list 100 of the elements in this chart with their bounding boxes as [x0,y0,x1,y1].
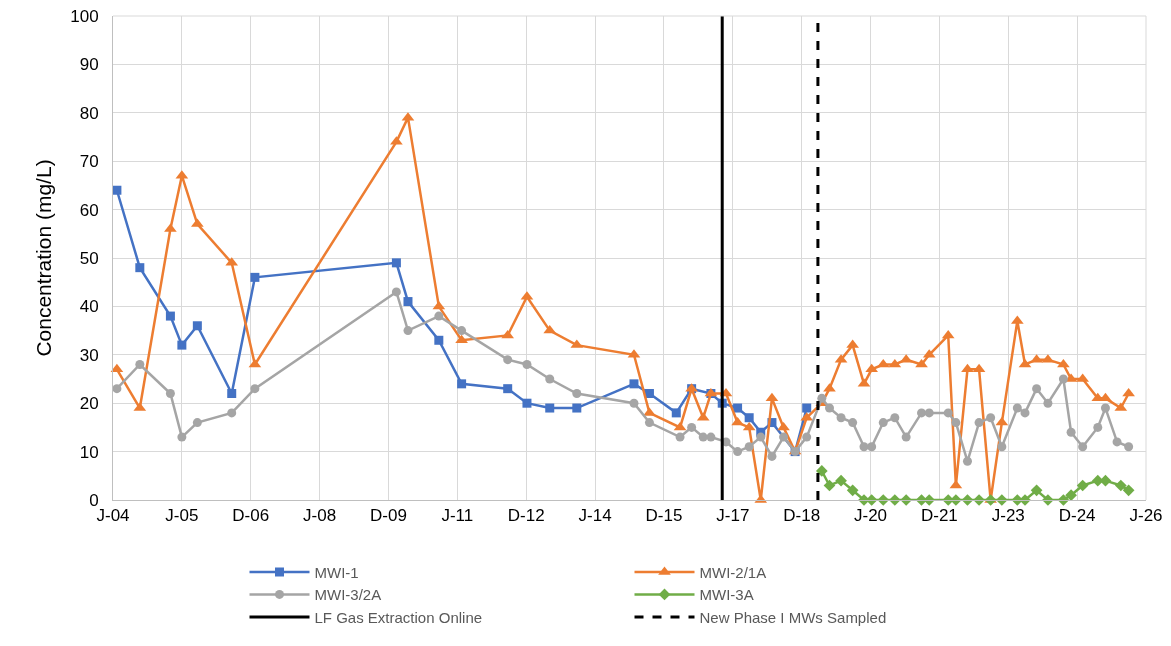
point [1057,494,1070,506]
point [1114,479,1127,492]
point [742,421,756,431]
point [941,329,955,339]
point [974,418,984,428]
point [545,403,555,413]
point [391,287,401,297]
point [867,442,877,452]
point [248,358,262,368]
point [733,403,743,413]
y-tick-label: 70 [79,152,99,172]
point [135,263,145,273]
point [951,418,961,428]
point [227,389,237,399]
point [687,422,697,432]
x-tick-label: J-11 [441,506,474,526]
x-tick-label: J-04 [96,506,130,526]
point [675,432,685,442]
legend-label: MWI-2/1A [699,563,767,581]
x-tick-label: D-21 [920,506,958,526]
point [1032,384,1042,394]
point [434,311,444,321]
x-tick-label: J-23 [991,506,1025,526]
x-tick-label: J-17 [716,506,750,526]
point [227,408,237,418]
point [455,334,468,344]
y-tick-label: 0 [89,490,99,510]
point [1112,437,1122,447]
point [165,311,175,321]
point [572,389,582,399]
y-tick-label: 100 [70,6,99,26]
legend-label: New Phase I MWs Sampled [699,608,887,626]
point [943,408,953,418]
point [572,403,582,413]
point [545,374,555,384]
point [888,358,902,368]
point [1020,408,1030,418]
point [876,358,890,368]
point [706,432,716,442]
point [1066,427,1076,437]
point [250,272,260,282]
x-tick-label: J-08 [303,506,337,526]
point [1057,358,1070,368]
x-tick-label: D-09 [370,506,407,526]
point [817,393,827,403]
x-tick-label: D-12 [507,506,545,526]
point [250,384,260,394]
point [835,474,847,487]
point [779,432,789,442]
point [1018,358,1032,368]
point [996,494,1008,506]
x-tick-label: D-24 [1058,506,1096,526]
point [503,355,513,365]
y-tick-label: 20 [79,394,99,414]
point [673,421,687,431]
legend-label: LF Gas Extraction Online [314,608,483,626]
point [836,413,846,423]
point [962,456,972,466]
y-tick-label: 90 [79,55,99,75]
point [824,403,834,413]
point [1093,422,1103,432]
legend-label: MWI-3A [699,586,754,604]
point [1078,442,1088,452]
point [644,389,654,399]
point [192,418,202,428]
point [767,451,777,461]
point [192,321,202,331]
point [997,442,1007,452]
y-tick-label: 10 [79,442,99,462]
point [1124,442,1134,452]
point [744,413,754,423]
x-tick-label: D-18 [783,506,821,526]
point [961,363,974,373]
point [915,358,928,368]
point [503,384,513,394]
point [815,465,828,477]
x-tick-label: D-06 [232,506,270,526]
point [890,413,900,423]
y-axis-title: Concentration (mg/L) [32,159,56,357]
point [135,359,145,369]
x-tick-label: D-15 [645,506,683,526]
point [733,447,743,457]
point [949,479,963,489]
point [1076,479,1089,492]
point [110,363,124,373]
point [878,418,888,428]
point [901,432,911,442]
point [986,413,996,423]
point [802,403,812,413]
point [434,335,444,345]
y-tick-label: 60 [79,200,99,220]
point [924,408,934,418]
point [1058,374,1068,384]
point [165,389,175,399]
point [1012,403,1022,413]
point [846,484,859,497]
point [177,432,187,442]
point [629,398,639,408]
point [765,392,779,402]
point [917,408,927,418]
